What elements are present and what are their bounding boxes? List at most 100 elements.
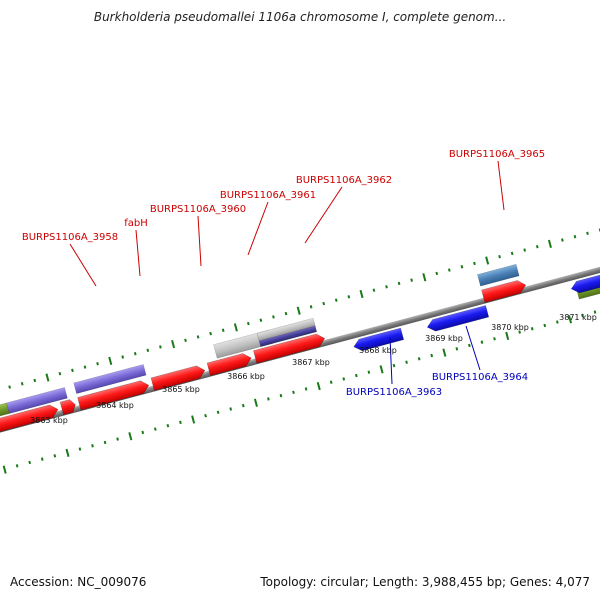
tick-mark [581,313,584,318]
tick-mark [45,373,50,382]
tick-mark [296,306,301,315]
gene-reverse[interactable] [426,305,490,333]
feature-steelblue[interactable] [477,263,520,287]
label-burps1106a-3961[interactable]: BURPS1106A_3961 [220,190,316,201]
scale-label: 3870 kbp [491,323,529,332]
tick-mark [209,331,212,336]
tick-mark [133,351,137,356]
tick-mark [523,248,527,252]
tick-mark [83,365,87,369]
tick-mark [171,339,176,349]
tick-mark [78,447,82,451]
label-burps1106a-3964[interactable]: BURPS1106A_3964 [432,372,528,383]
leader-line [69,243,97,287]
label-fabh[interactable]: fabH [124,218,148,229]
leader-line [247,201,269,256]
label-burps1106a-3960[interactable]: BURPS1106A_3960 [150,204,246,215]
gene-reverse[interactable] [570,258,600,295]
tick-mark [20,382,24,386]
tick-mark [40,457,44,461]
tick-mark [385,285,388,289]
tick-mark [568,315,573,324]
tick-mark [166,423,170,428]
tick-mark [405,360,408,364]
tick-mark [53,454,57,458]
tick-mark [573,234,577,239]
gene-forward[interactable] [253,332,326,364]
feature-purple[interactable] [73,364,147,394]
scale-label: 3866 kbp [227,372,265,381]
label-burps1106a-3963[interactable]: BURPS1106A_3963 [346,387,442,398]
tick-mark [417,357,421,361]
scale-labels: 3863 kbp 3864 kbp 3865 kbp 3866 kbp 3867 kbp… [30,313,597,425]
tick-mark [455,347,459,351]
tick-mark [204,413,207,418]
tick-mark [586,231,589,236]
scale-label: 3864 kbp [96,401,134,410]
label-burps1106a-3965[interactable]: BURPS1106A_3965 [449,149,545,160]
tick-mark [153,427,157,431]
tick-mark [334,298,338,302]
label-burps1106a-3958[interactable]: BURPS1106A_3958 [22,232,118,243]
tick-mark [316,381,321,391]
tick-mark [598,228,600,232]
tick-mark [8,385,11,389]
feature-track [0,263,600,422]
scale-label: 3867 kbp [292,358,330,367]
tick-mark [561,238,564,242]
tick-mark [379,365,384,374]
tick-mark [108,356,113,365]
label-burps1106a-3962[interactable]: BURPS1106A_3962 [296,175,392,186]
gene-forward[interactable] [59,398,77,416]
tick-mark [65,448,70,458]
tick-mark [216,410,220,415]
tick-mark [58,372,62,376]
tick-mark [460,265,464,269]
gene-forward[interactable] [150,364,207,391]
tick-mark [2,465,7,474]
tick-mark [284,311,288,316]
tick-mark [493,337,496,341]
tick-mark [15,464,19,468]
gene-forward[interactable] [77,379,151,411]
tick-mark [397,281,401,286]
gene-forward[interactable] [481,279,528,303]
tick-mark [367,370,371,374]
tick-mark [435,271,439,276]
tick-mark [347,295,351,299]
tick-mark [485,256,490,265]
gene-forward[interactable] [0,403,60,435]
tick-mark [91,444,94,448]
tick-mark [510,251,514,256]
tick-mark [221,328,225,332]
gene-forward[interactable] [206,352,253,376]
leader-line [465,325,481,371]
scale-label: 3869 kbp [425,334,463,343]
tick-mark [354,373,358,378]
tick-mark [103,440,107,445]
tick-mark [535,244,539,249]
tick-mark [304,387,308,391]
tick-mark [179,420,182,425]
tick-mark [279,393,283,398]
tick-mark [555,320,559,324]
tick-mark [196,335,200,339]
tick-mark [468,343,471,348]
scale-label: 3865 kbp [162,385,200,394]
tick-mark [246,321,250,326]
summary-text: Topology: circular; Length: 3,988,455 bp… [260,575,590,589]
tick-mark [159,345,162,349]
feature-darkpurple[interactable] [258,325,318,347]
tick-mark [33,378,37,383]
feature-purple[interactable] [6,387,68,414]
tick-mark [253,398,258,407]
tick-mark [430,353,434,358]
gene-reverse[interactable] [352,327,405,352]
feature-olive[interactable] [575,264,600,300]
tick-mark [329,380,333,384]
tick-mark [191,415,196,424]
reverse-tick-track [2,310,597,474]
tick-mark [372,288,376,292]
